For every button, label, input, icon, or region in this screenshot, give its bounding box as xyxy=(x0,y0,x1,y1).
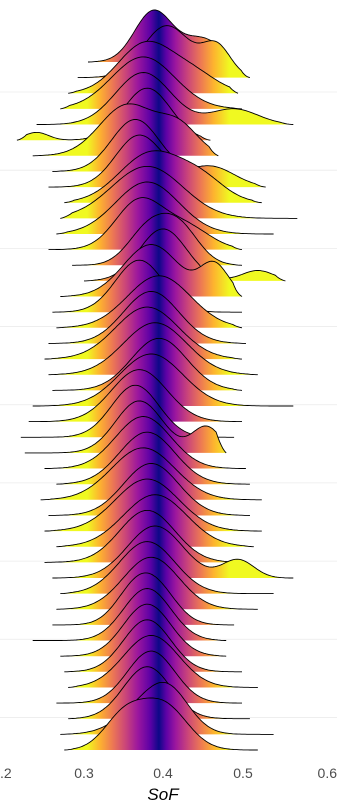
ridge-outline xyxy=(56,431,250,485)
ridge-fill xyxy=(52,526,294,578)
x-tick-label-1: 0.3 xyxy=(74,765,94,781)
x-tick-label-0: .2 xyxy=(0,765,12,781)
ridge-outline xyxy=(64,619,242,673)
ridge-4 xyxy=(36,72,294,125)
ridge-outline xyxy=(52,337,243,391)
ridge-outline xyxy=(48,134,266,188)
ridge-outline xyxy=(52,572,235,626)
ridge-outline xyxy=(32,103,219,157)
ridge-outline xyxy=(32,588,227,641)
ridge-outline xyxy=(28,369,242,423)
ridge-outline xyxy=(32,353,294,407)
ridge-outline xyxy=(60,56,243,110)
ridge-outline xyxy=(40,447,262,501)
ridge-outline xyxy=(64,697,258,751)
ridge-outline xyxy=(52,259,242,313)
ridge-outline xyxy=(56,556,258,610)
ridge-33 xyxy=(52,525,294,579)
ridge-outline xyxy=(48,463,250,516)
ridge-outline xyxy=(44,306,243,360)
ridge-fill xyxy=(64,698,258,750)
ridge-outline xyxy=(52,525,294,579)
ridge-outline xyxy=(44,478,262,532)
x-axis-title: SoF xyxy=(147,785,180,804)
x-tick-label-4: 0.6 xyxy=(318,765,337,781)
ridge-outline xyxy=(48,291,246,344)
ridge-outline xyxy=(56,494,254,548)
ridge-outline xyxy=(88,9,231,63)
ridge-37 xyxy=(32,588,227,641)
ridge-outline xyxy=(60,541,274,595)
ridge-outline xyxy=(60,603,227,657)
ridge-outline xyxy=(72,212,243,266)
ridge-fill xyxy=(36,72,294,125)
ridge-outline xyxy=(24,400,227,454)
ridge-outline xyxy=(36,72,294,125)
x-tick-label-2: 0.4 xyxy=(153,765,173,781)
ridge-fill xyxy=(32,588,227,641)
ridge-outline xyxy=(68,666,250,720)
ridge-fill xyxy=(32,354,294,406)
x-axis: .2 0.3 0.4 0.5 0.6 SoF xyxy=(0,765,337,804)
ridge-outline xyxy=(60,165,298,219)
x-tick-label-3: 0.5 xyxy=(233,765,253,781)
ridge-44 xyxy=(64,697,258,751)
ridge-outline xyxy=(48,197,243,251)
ridge-outline xyxy=(48,322,258,376)
ridge-outline xyxy=(56,275,243,329)
ridge-outline xyxy=(44,416,246,469)
ridge-outline xyxy=(64,150,262,204)
ridge-outline xyxy=(44,509,243,563)
ridge-outline xyxy=(56,650,242,704)
ridge-outline xyxy=(60,681,274,735)
ridge-22 xyxy=(32,353,294,407)
ridge-densities xyxy=(16,9,298,751)
ridge-outline xyxy=(60,244,243,297)
ridge-outline xyxy=(68,635,258,688)
ridge-outline xyxy=(68,40,239,94)
ridge-outline xyxy=(56,181,274,235)
